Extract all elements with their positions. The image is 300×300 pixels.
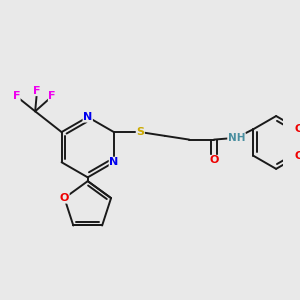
Text: O: O [209,155,219,165]
Text: O: O [294,151,300,161]
Text: F: F [13,91,20,101]
Text: N: N [109,157,119,167]
Text: S: S [136,127,144,137]
Text: O: O [60,193,69,203]
Text: N: N [83,112,92,122]
Text: O: O [294,124,300,134]
Text: F: F [33,85,41,96]
Text: F: F [48,91,56,101]
Text: NH: NH [228,133,245,143]
